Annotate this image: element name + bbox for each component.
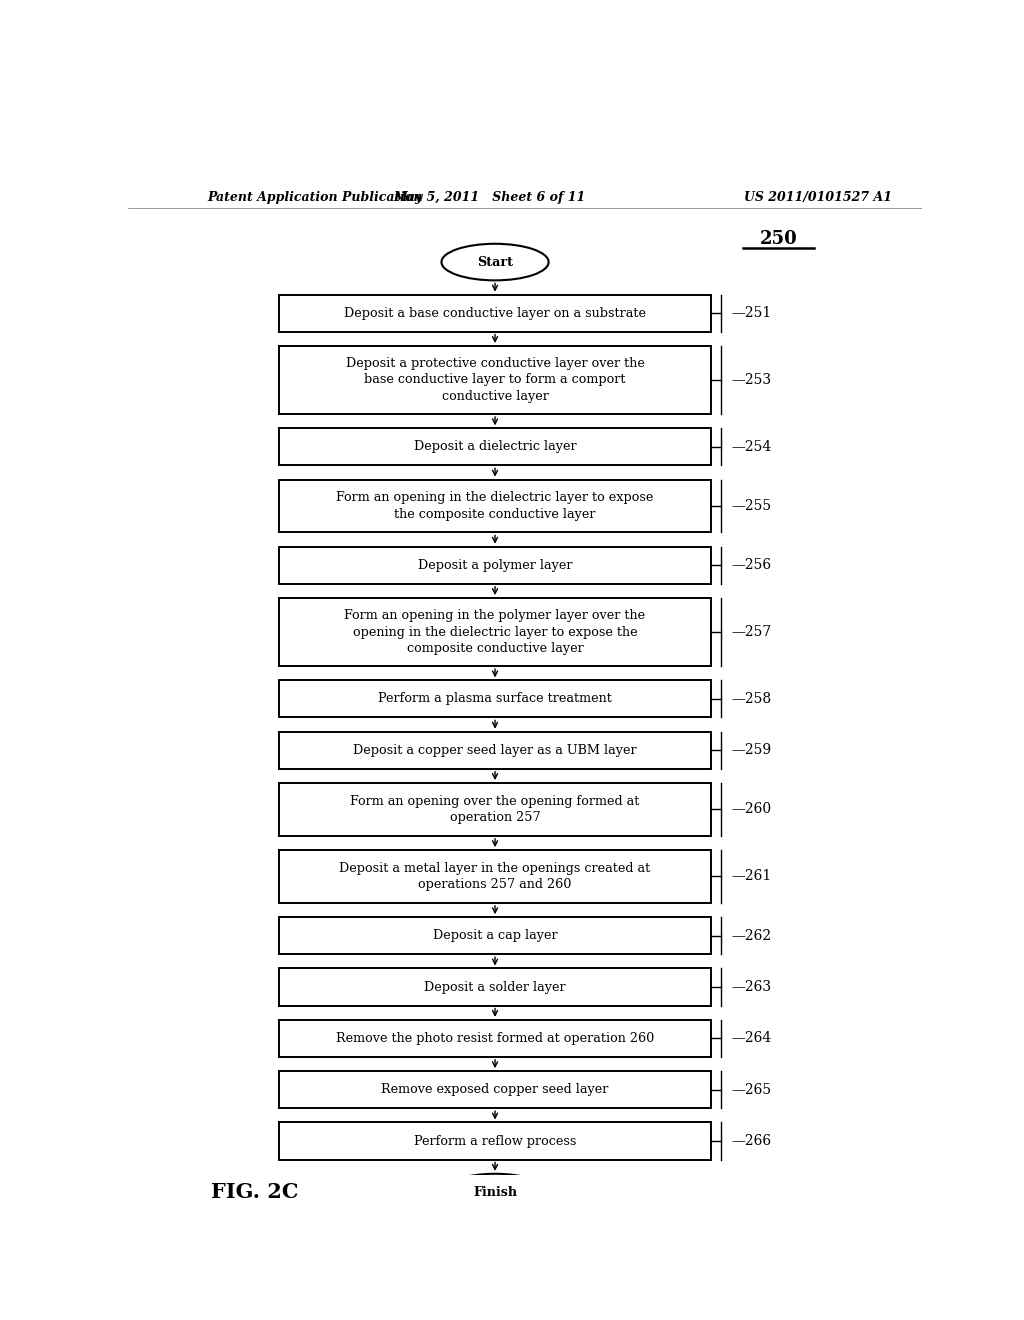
Bar xyxy=(279,731,712,768)
Bar xyxy=(279,294,712,331)
Text: —264: —264 xyxy=(731,1031,771,1045)
Text: —261: —261 xyxy=(731,870,771,883)
Text: Deposit a metal layer in the openings created at
operations 257 and 260: Deposit a metal layer in the openings cr… xyxy=(339,862,650,891)
Bar xyxy=(279,917,712,954)
Text: Form an opening in the polymer layer over the
opening in the dielectric layer to: Form an opening in the polymer layer ove… xyxy=(344,609,645,655)
Bar xyxy=(279,346,712,414)
Bar xyxy=(279,1020,712,1057)
Text: —253: —253 xyxy=(731,374,771,387)
Bar xyxy=(279,598,712,667)
Bar xyxy=(279,428,712,466)
Text: Remove exposed copper seed layer: Remove exposed copper seed layer xyxy=(381,1084,608,1096)
Text: Deposit a solder layer: Deposit a solder layer xyxy=(424,981,566,994)
Text: —255: —255 xyxy=(731,499,771,513)
Text: —257: —257 xyxy=(731,626,771,639)
Text: —259: —259 xyxy=(731,743,771,758)
Text: Form an opening over the opening formed at
operation 257: Form an opening over the opening formed … xyxy=(350,795,640,824)
Text: Perform a plasma surface treatment: Perform a plasma surface treatment xyxy=(378,693,612,705)
Text: —265: —265 xyxy=(731,1082,771,1097)
Ellipse shape xyxy=(441,1173,549,1210)
Text: Finish: Finish xyxy=(473,1185,517,1199)
Text: Deposit a dielectric layer: Deposit a dielectric layer xyxy=(414,441,577,453)
Text: Deposit a protective conductive layer over the
base conductive layer to form a c: Deposit a protective conductive layer ov… xyxy=(346,356,644,403)
Text: —251: —251 xyxy=(731,306,771,321)
Text: Form an opening in the dielectric layer to expose
the composite conductive layer: Form an opening in the dielectric layer … xyxy=(336,491,653,521)
Text: —263: —263 xyxy=(731,979,771,994)
Bar xyxy=(279,479,712,532)
Text: Deposit a cap layer: Deposit a cap layer xyxy=(433,929,557,942)
Bar xyxy=(279,546,712,583)
Text: US 2011/0101527 A1: US 2011/0101527 A1 xyxy=(744,190,893,203)
Bar xyxy=(279,850,712,903)
Text: FIG. 2C: FIG. 2C xyxy=(211,1183,299,1203)
Bar xyxy=(279,783,712,836)
Bar xyxy=(279,1071,712,1109)
Text: —254: —254 xyxy=(731,440,771,454)
Text: Start: Start xyxy=(477,256,513,268)
Text: —266: —266 xyxy=(731,1134,771,1148)
Text: Deposit a polymer layer: Deposit a polymer layer xyxy=(418,558,572,572)
Bar xyxy=(279,1122,712,1159)
Bar xyxy=(279,969,712,1006)
Text: 250: 250 xyxy=(760,230,798,248)
Text: May 5, 2011   Sheet 6 of 11: May 5, 2011 Sheet 6 of 11 xyxy=(393,190,585,203)
Text: Patent Application Publication: Patent Application Publication xyxy=(207,190,423,203)
Text: —260: —260 xyxy=(731,803,771,816)
Text: Deposit a copper seed layer as a UBM layer: Deposit a copper seed layer as a UBM lay… xyxy=(353,743,637,756)
Text: —262: —262 xyxy=(731,929,771,942)
Text: —256: —256 xyxy=(731,558,771,572)
Text: Deposit a base conductive layer on a substrate: Deposit a base conductive layer on a sub… xyxy=(344,306,646,319)
Bar xyxy=(279,680,712,718)
Text: —258: —258 xyxy=(731,692,771,706)
Text: Perform a reflow process: Perform a reflow process xyxy=(414,1134,577,1147)
Text: Remove the photo resist formed at operation 260: Remove the photo resist formed at operat… xyxy=(336,1032,654,1045)
Ellipse shape xyxy=(441,244,549,280)
